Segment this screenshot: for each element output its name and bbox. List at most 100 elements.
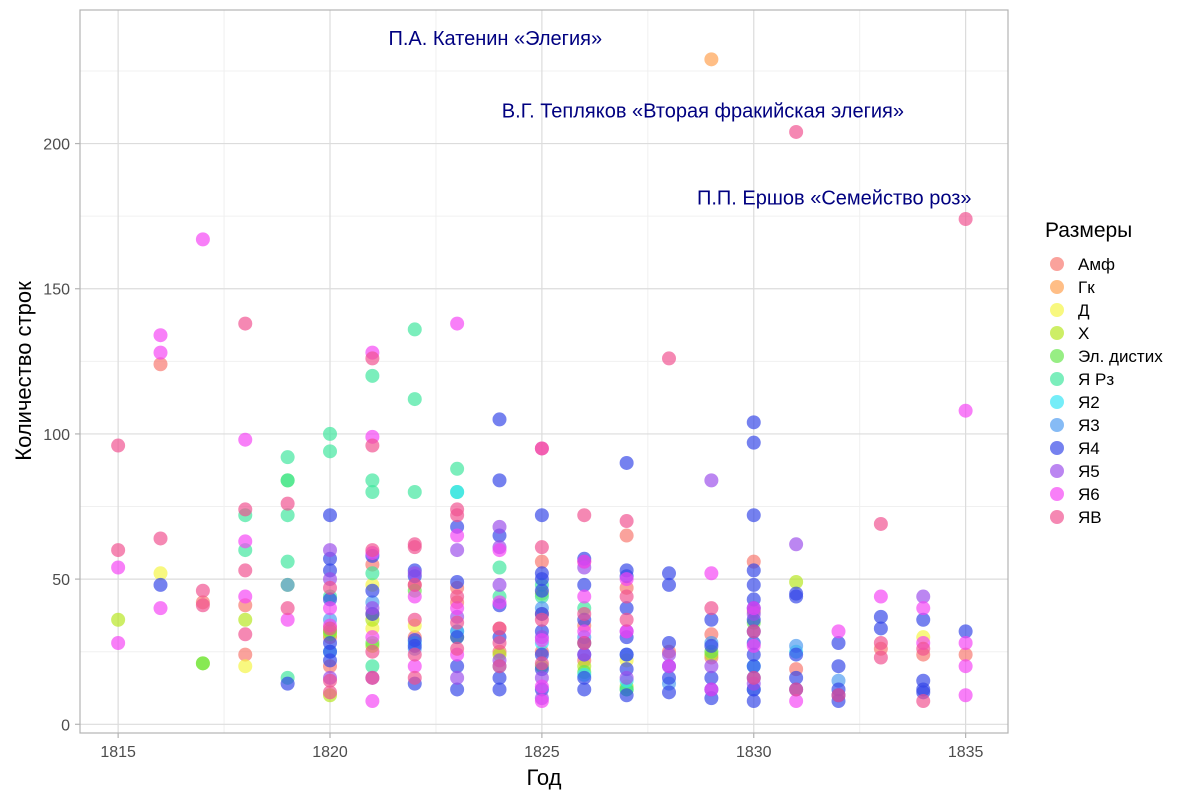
legend-label: Я Рз	[1078, 370, 1114, 389]
legend-swatch	[1050, 257, 1064, 271]
x-tick-label: 1825	[524, 744, 560, 761]
data-point	[704, 638, 719, 653]
data-point	[450, 589, 465, 604]
data-point	[577, 606, 592, 621]
legend-label: Я3	[1078, 416, 1100, 435]
annotation-label: П.А. Катенин «Элегия»	[388, 28, 602, 50]
data-point	[365, 630, 380, 645]
x-tick-label: 1820	[312, 744, 348, 761]
data-point	[153, 577, 168, 592]
data-point	[323, 673, 338, 688]
data-point	[916, 589, 931, 604]
data-point	[789, 537, 804, 552]
data-point	[238, 563, 253, 578]
data-point	[407, 485, 422, 499]
data-point	[577, 647, 592, 662]
data-point	[577, 508, 592, 523]
data-point	[492, 621, 507, 636]
data-point	[704, 601, 719, 616]
data-point	[746, 638, 761, 653]
data-point	[619, 688, 634, 703]
data-point	[407, 540, 422, 555]
data-point	[619, 572, 634, 587]
data-point	[577, 624, 592, 639]
data-point	[746, 659, 761, 674]
y-tick-label: 200	[43, 137, 70, 154]
data-point	[958, 624, 973, 639]
legend-item: Д	[1050, 301, 1090, 320]
y-tick-label: 100	[43, 427, 70, 444]
data-point	[746, 508, 761, 523]
data-point	[831, 635, 846, 650]
data-point	[746, 624, 761, 639]
data-point	[534, 694, 549, 709]
data-point	[534, 540, 549, 555]
legend: Размеры Амф Гк ДХ Эл. дистих Я Рз Я2 Я3 Я4 Я5 Я6 Я…	[1045, 219, 1163, 527]
data-point	[111, 438, 126, 453]
data-point	[365, 473, 380, 488]
data-point	[916, 601, 931, 616]
data-point	[873, 609, 888, 624]
data-point	[280, 676, 295, 691]
data-point	[450, 543, 465, 558]
data-point	[450, 615, 465, 630]
data-point	[323, 444, 338, 459]
data-point	[831, 624, 846, 639]
data-point	[450, 485, 465, 499]
data-point	[492, 659, 507, 674]
legend-item: Я Рз	[1050, 370, 1114, 389]
data-point	[111, 635, 126, 650]
data-point	[873, 650, 888, 665]
data-point	[450, 461, 465, 476]
legend-label: ЯВ	[1078, 508, 1102, 527]
data-point	[365, 601, 380, 616]
annotation-label: В.Г. Тепляков «Вторая фракийская элегия»	[502, 100, 904, 122]
legend-label: Амф	[1078, 255, 1115, 274]
data-point	[577, 589, 592, 604]
data-point	[365, 543, 380, 558]
data-point	[662, 566, 677, 581]
legend-label: Я5	[1078, 462, 1100, 481]
data-point	[450, 528, 465, 543]
data-point	[238, 502, 253, 517]
data-point	[450, 508, 465, 523]
data-point	[407, 392, 422, 407]
legend-swatch	[1050, 280, 1064, 294]
data-point	[704, 612, 719, 627]
data-point	[492, 670, 507, 685]
data-point	[873, 589, 888, 604]
data-point	[534, 633, 549, 648]
legend-swatch	[1050, 441, 1064, 455]
data-point	[365, 438, 380, 453]
data-point	[619, 647, 634, 662]
series-group	[111, 232, 973, 709]
y-tick-label: 50	[52, 572, 70, 589]
data-point	[619, 612, 634, 627]
data-point	[492, 473, 507, 488]
data-point	[323, 580, 338, 595]
data-point	[280, 577, 295, 592]
data-point	[534, 656, 549, 671]
data-point	[450, 316, 465, 331]
series-group	[153, 412, 973, 709]
data-point	[619, 589, 634, 604]
data-point	[450, 659, 465, 674]
data-point	[153, 531, 168, 546]
legend-swatch	[1050, 303, 1064, 317]
data-point	[111, 543, 126, 558]
data-point	[450, 575, 465, 590]
legend-item: Гк	[1050, 278, 1095, 297]
legend-title: Размеры	[1045, 219, 1132, 242]
data-point	[958, 403, 973, 418]
series-group	[280, 577, 846, 697]
data-point	[746, 415, 761, 430]
data-point	[873, 516, 888, 531]
data-point	[746, 563, 761, 578]
data-point	[280, 496, 295, 511]
data-point	[534, 572, 549, 587]
plot-panel	[79, 9, 1009, 734]
data-point	[323, 601, 338, 616]
data-point	[662, 351, 677, 366]
legend-label: Я2	[1078, 393, 1100, 412]
data-point	[280, 554, 295, 569]
